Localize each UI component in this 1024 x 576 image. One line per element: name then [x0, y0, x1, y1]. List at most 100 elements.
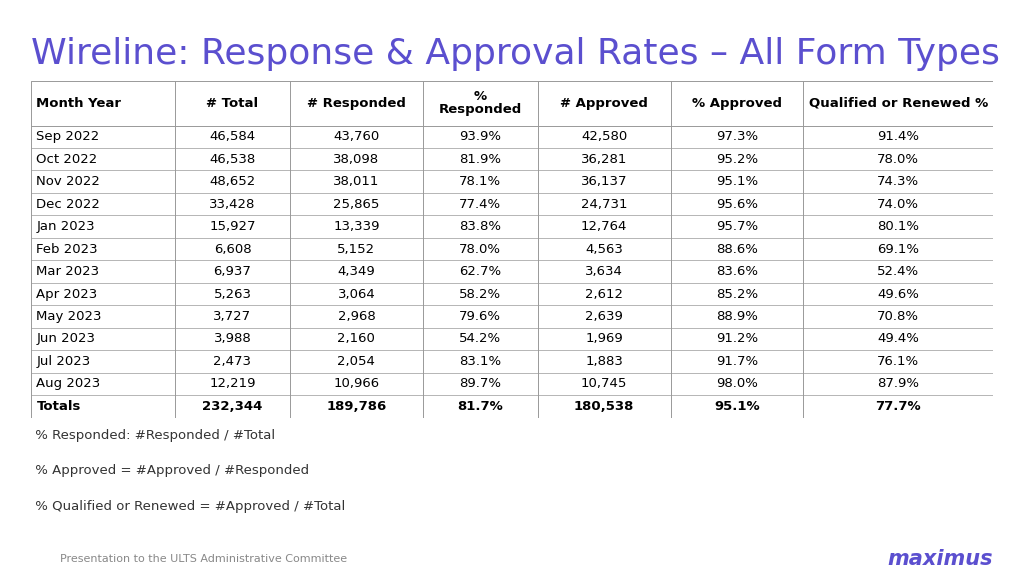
Text: 95.1%: 95.1% — [716, 175, 758, 188]
Text: 91.2%: 91.2% — [716, 332, 758, 346]
Text: 48,652: 48,652 — [209, 175, 256, 188]
Text: 74.0%: 74.0% — [878, 198, 920, 211]
Text: 89.7%: 89.7% — [460, 377, 502, 391]
Text: 25,865: 25,865 — [333, 198, 380, 211]
Text: 85.2%: 85.2% — [716, 287, 758, 301]
Text: Oct 2022: Oct 2022 — [37, 153, 97, 166]
Text: 38,011: 38,011 — [333, 175, 380, 188]
Text: % Approved: % Approved — [692, 97, 781, 109]
Text: 2,054: 2,054 — [338, 355, 376, 368]
Text: 6,608: 6,608 — [214, 242, 251, 256]
Text: 12,219: 12,219 — [209, 377, 256, 391]
Text: 3,634: 3,634 — [586, 265, 624, 278]
Text: 93.9%: 93.9% — [460, 130, 502, 143]
Text: 1,969: 1,969 — [586, 332, 623, 346]
Text: 74.3%: 74.3% — [878, 175, 920, 188]
Text: Feb 2023: Feb 2023 — [37, 242, 98, 256]
Text: 2,968: 2,968 — [338, 310, 375, 323]
Text: 2,473: 2,473 — [213, 355, 252, 368]
Text: 52.4%: 52.4% — [878, 265, 920, 278]
Text: 232,344: 232,344 — [203, 400, 262, 413]
Text: 33,428: 33,428 — [209, 198, 256, 211]
Text: 46,538: 46,538 — [209, 153, 256, 166]
Text: Dec 2022: Dec 2022 — [37, 198, 100, 211]
Text: Mar 2023: Mar 2023 — [37, 265, 99, 278]
Text: 3,988: 3,988 — [214, 332, 251, 346]
Text: 24,731: 24,731 — [581, 198, 628, 211]
Text: 4,349: 4,349 — [338, 265, 375, 278]
Text: 54.2%: 54.2% — [459, 332, 502, 346]
Text: 10,745: 10,745 — [581, 377, 628, 391]
Text: 78.1%: 78.1% — [459, 175, 502, 188]
Text: maximus: maximus — [888, 549, 993, 569]
Text: 6,937: 6,937 — [214, 265, 251, 278]
Text: Jul 2023: Jul 2023 — [37, 355, 91, 368]
Text: 91.7%: 91.7% — [716, 355, 758, 368]
Text: 36,281: 36,281 — [581, 153, 628, 166]
Text: 1,883: 1,883 — [586, 355, 624, 368]
Text: 49.4%: 49.4% — [878, 332, 920, 346]
Text: 88.6%: 88.6% — [716, 242, 758, 256]
Text: % Qualified or Renewed = #Approved / #Total: % Qualified or Renewed = #Approved / #To… — [31, 500, 345, 513]
Text: 78.0%: 78.0% — [878, 153, 920, 166]
Text: 189,786: 189,786 — [327, 400, 386, 413]
Text: Apr 2023: Apr 2023 — [37, 287, 97, 301]
Text: % Responded: #Responded / #Total: % Responded: #Responded / #Total — [31, 429, 274, 442]
Text: 62.7%: 62.7% — [459, 265, 502, 278]
Text: 95.6%: 95.6% — [716, 198, 758, 211]
Text: 46,584: 46,584 — [209, 130, 256, 143]
Text: 83.1%: 83.1% — [459, 355, 502, 368]
Text: 12,764: 12,764 — [581, 220, 628, 233]
Text: 79.6%: 79.6% — [460, 310, 502, 323]
Text: 88.9%: 88.9% — [716, 310, 758, 323]
Text: # Total: # Total — [207, 97, 258, 109]
Text: # Responded: # Responded — [307, 97, 406, 109]
Text: Sep 2022: Sep 2022 — [37, 130, 99, 143]
Text: Wireline: Response & Approval Rates – All Form Types: Wireline: Response & Approval Rates – Al… — [31, 36, 999, 71]
Text: 43,760: 43,760 — [333, 130, 380, 143]
Text: 2,639: 2,639 — [586, 310, 624, 323]
Text: %: % — [474, 90, 486, 103]
Text: 42,580: 42,580 — [581, 130, 628, 143]
Text: Nov 2022: Nov 2022 — [37, 175, 100, 188]
Text: 36,137: 36,137 — [581, 175, 628, 188]
Text: 77.7%: 77.7% — [876, 400, 921, 413]
Text: 13,339: 13,339 — [333, 220, 380, 233]
Text: 3,064: 3,064 — [338, 287, 375, 301]
Text: Totals: Totals — [37, 400, 81, 413]
Text: 70.8%: 70.8% — [878, 310, 920, 323]
Text: 2,160: 2,160 — [338, 332, 376, 346]
Text: 4,563: 4,563 — [586, 242, 624, 256]
Text: % Approved = #Approved / #Responded: % Approved = #Approved / #Responded — [31, 464, 309, 477]
Text: 81.9%: 81.9% — [460, 153, 502, 166]
Text: 83.8%: 83.8% — [460, 220, 502, 233]
Text: 83.6%: 83.6% — [716, 265, 758, 278]
Text: Jun 2023: Jun 2023 — [37, 332, 95, 346]
Text: 180,538: 180,538 — [574, 400, 635, 413]
Text: 95.7%: 95.7% — [716, 220, 758, 233]
Text: # Approved: # Approved — [560, 97, 648, 109]
Text: Jan 2023: Jan 2023 — [37, 220, 95, 233]
Text: 15,927: 15,927 — [209, 220, 256, 233]
Text: 87.9%: 87.9% — [878, 377, 920, 391]
Text: 69.1%: 69.1% — [878, 242, 920, 256]
Text: 95.2%: 95.2% — [716, 153, 758, 166]
Text: 81.7%: 81.7% — [458, 400, 503, 413]
Text: Qualified or Renewed %: Qualified or Renewed % — [809, 97, 988, 109]
Text: 76.1%: 76.1% — [878, 355, 920, 368]
Text: May 2023: May 2023 — [37, 310, 102, 323]
Text: 5,152: 5,152 — [337, 242, 376, 256]
Text: 3,727: 3,727 — [213, 310, 252, 323]
Text: Responded: Responded — [438, 103, 522, 116]
Text: 5,263: 5,263 — [213, 287, 252, 301]
Text: 58.2%: 58.2% — [459, 287, 502, 301]
Text: 78.0%: 78.0% — [460, 242, 502, 256]
Text: 49.6%: 49.6% — [878, 287, 920, 301]
Text: 10,966: 10,966 — [334, 377, 380, 391]
Text: 91.4%: 91.4% — [878, 130, 920, 143]
Text: Aug 2023: Aug 2023 — [37, 377, 100, 391]
Text: 97.3%: 97.3% — [716, 130, 758, 143]
Text: Month Year: Month Year — [37, 97, 122, 109]
Text: 38,098: 38,098 — [334, 153, 380, 166]
Text: 98.0%: 98.0% — [716, 377, 758, 391]
